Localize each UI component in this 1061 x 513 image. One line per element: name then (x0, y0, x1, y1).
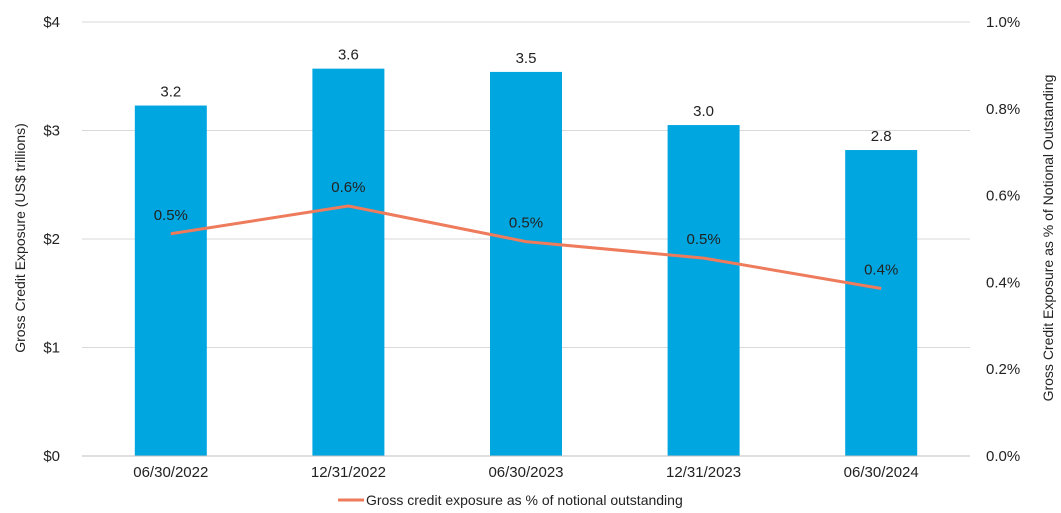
bar-data-label: 3.6 (338, 47, 359, 64)
y-tick-label-left: $3 (43, 123, 60, 140)
y-tick-label-left: $0 (43, 448, 60, 465)
line-data-label: 0.5% (154, 207, 188, 224)
line-data-label: 0.5% (509, 215, 543, 232)
y-tick-label-right: 0.0% (986, 448, 1020, 465)
y-tick-label-right: 0.8% (986, 101, 1020, 118)
line-data-label: 0.4% (864, 261, 898, 278)
bar-data-label: 3.2 (160, 84, 181, 101)
y-tick-label-left: $1 (43, 340, 60, 357)
bar-data-label: 3.5 (516, 50, 537, 67)
line-data-label: 0.6% (331, 179, 365, 196)
x-tick-label: 06/30/2023 (488, 464, 563, 481)
bar (668, 125, 740, 456)
y-tick-label-right: 0.6% (986, 188, 1020, 205)
line-data-label: 0.5% (686, 231, 720, 248)
bar (845, 150, 917, 456)
bar-data-label: 2.8 (871, 128, 892, 145)
y-tick-label-left: $2 (43, 231, 60, 248)
bar-series (135, 69, 917, 456)
y-tick-label-right: 0.4% (986, 274, 1020, 291)
bar (490, 72, 562, 456)
bar (135, 106, 207, 456)
bar-data-label: 3.0 (693, 103, 714, 120)
x-tick-label: 12/31/2023 (666, 464, 741, 481)
y-axis-title-left: Gross Credit Exposure (US$ trillions) (12, 123, 28, 353)
y-tick-label-left: $4 (43, 14, 60, 31)
x-tick-label: 12/31/2022 (311, 464, 386, 481)
legend-label: Gross credit exposure as % of notional o… (366, 492, 683, 508)
y-tick-label-right: 0.2% (986, 361, 1020, 378)
y-axis-title-right: Gross Credit Exposure as % of Notional O… (1040, 75, 1056, 402)
x-tick-label: 06/30/2022 (133, 464, 208, 481)
y-tick-label-right: 1.0% (986, 14, 1020, 31)
legend: Gross credit exposure as % of notional o… (338, 492, 683, 508)
bar (312, 69, 384, 456)
x-tick-label: 06/30/2024 (844, 464, 919, 481)
